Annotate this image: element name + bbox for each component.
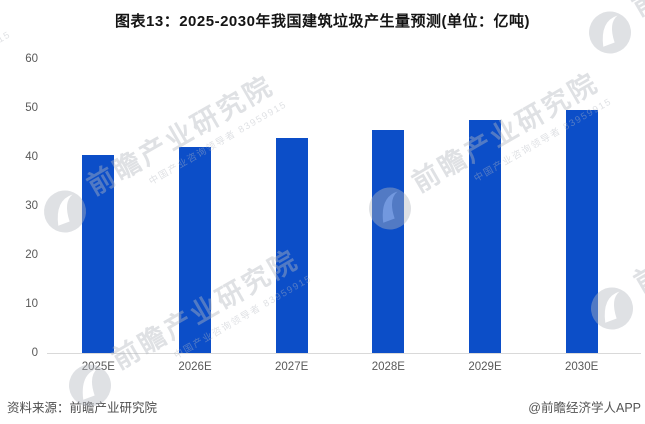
bar-2027E <box>275 137 308 353</box>
watermark-tile: 前瞻产业研究院 中国产业咨询领导者 83959915 <box>34 53 317 243</box>
footer-source-label: 资料来源：前瞻产业研究院 <box>7 401 158 415</box>
bar-2026E <box>179 147 211 353</box>
x-axis-line <box>47 353 641 354</box>
y-tick-label: 40 <box>25 151 38 163</box>
y-tick-label: 50 <box>25 102 38 114</box>
bar-2025E <box>82 155 115 353</box>
y-tick-label: 0 <box>31 347 38 359</box>
bar-2029E <box>469 119 501 353</box>
bar-2028E <box>372 129 405 353</box>
x-tick-label: 2030E <box>565 361 599 373</box>
watermark-text-block: 前瞻产业研究院 中国产业咨询领导者 83959915 <box>629 166 645 311</box>
x-tick-label: 2028E <box>371 361 405 373</box>
chart-title: 图表13：2025-2030年我国建筑垃圾产生量预测(单位：亿吨) <box>115 13 530 30</box>
y-tick-label: 60 <box>25 53 38 65</box>
y-tick-label: 30 <box>25 200 38 212</box>
watermark-main-text: 前瞻产业研究院 <box>628 166 645 298</box>
bar-2030E <box>565 109 598 353</box>
watermark-sub-text: 中国产业咨询领导者 83959915 <box>146 98 289 187</box>
footer-credit-label: @前瞻经济学人APP <box>528 401 641 415</box>
x-tick-label: 2025E <box>81 361 115 373</box>
x-tick-label: 2026E <box>178 361 212 373</box>
y-tick-label: 20 <box>25 249 38 261</box>
x-tick-label: 2027E <box>275 361 309 373</box>
y-tick-label: 10 <box>25 298 38 310</box>
x-tick-label: 2029E <box>468 361 502 373</box>
